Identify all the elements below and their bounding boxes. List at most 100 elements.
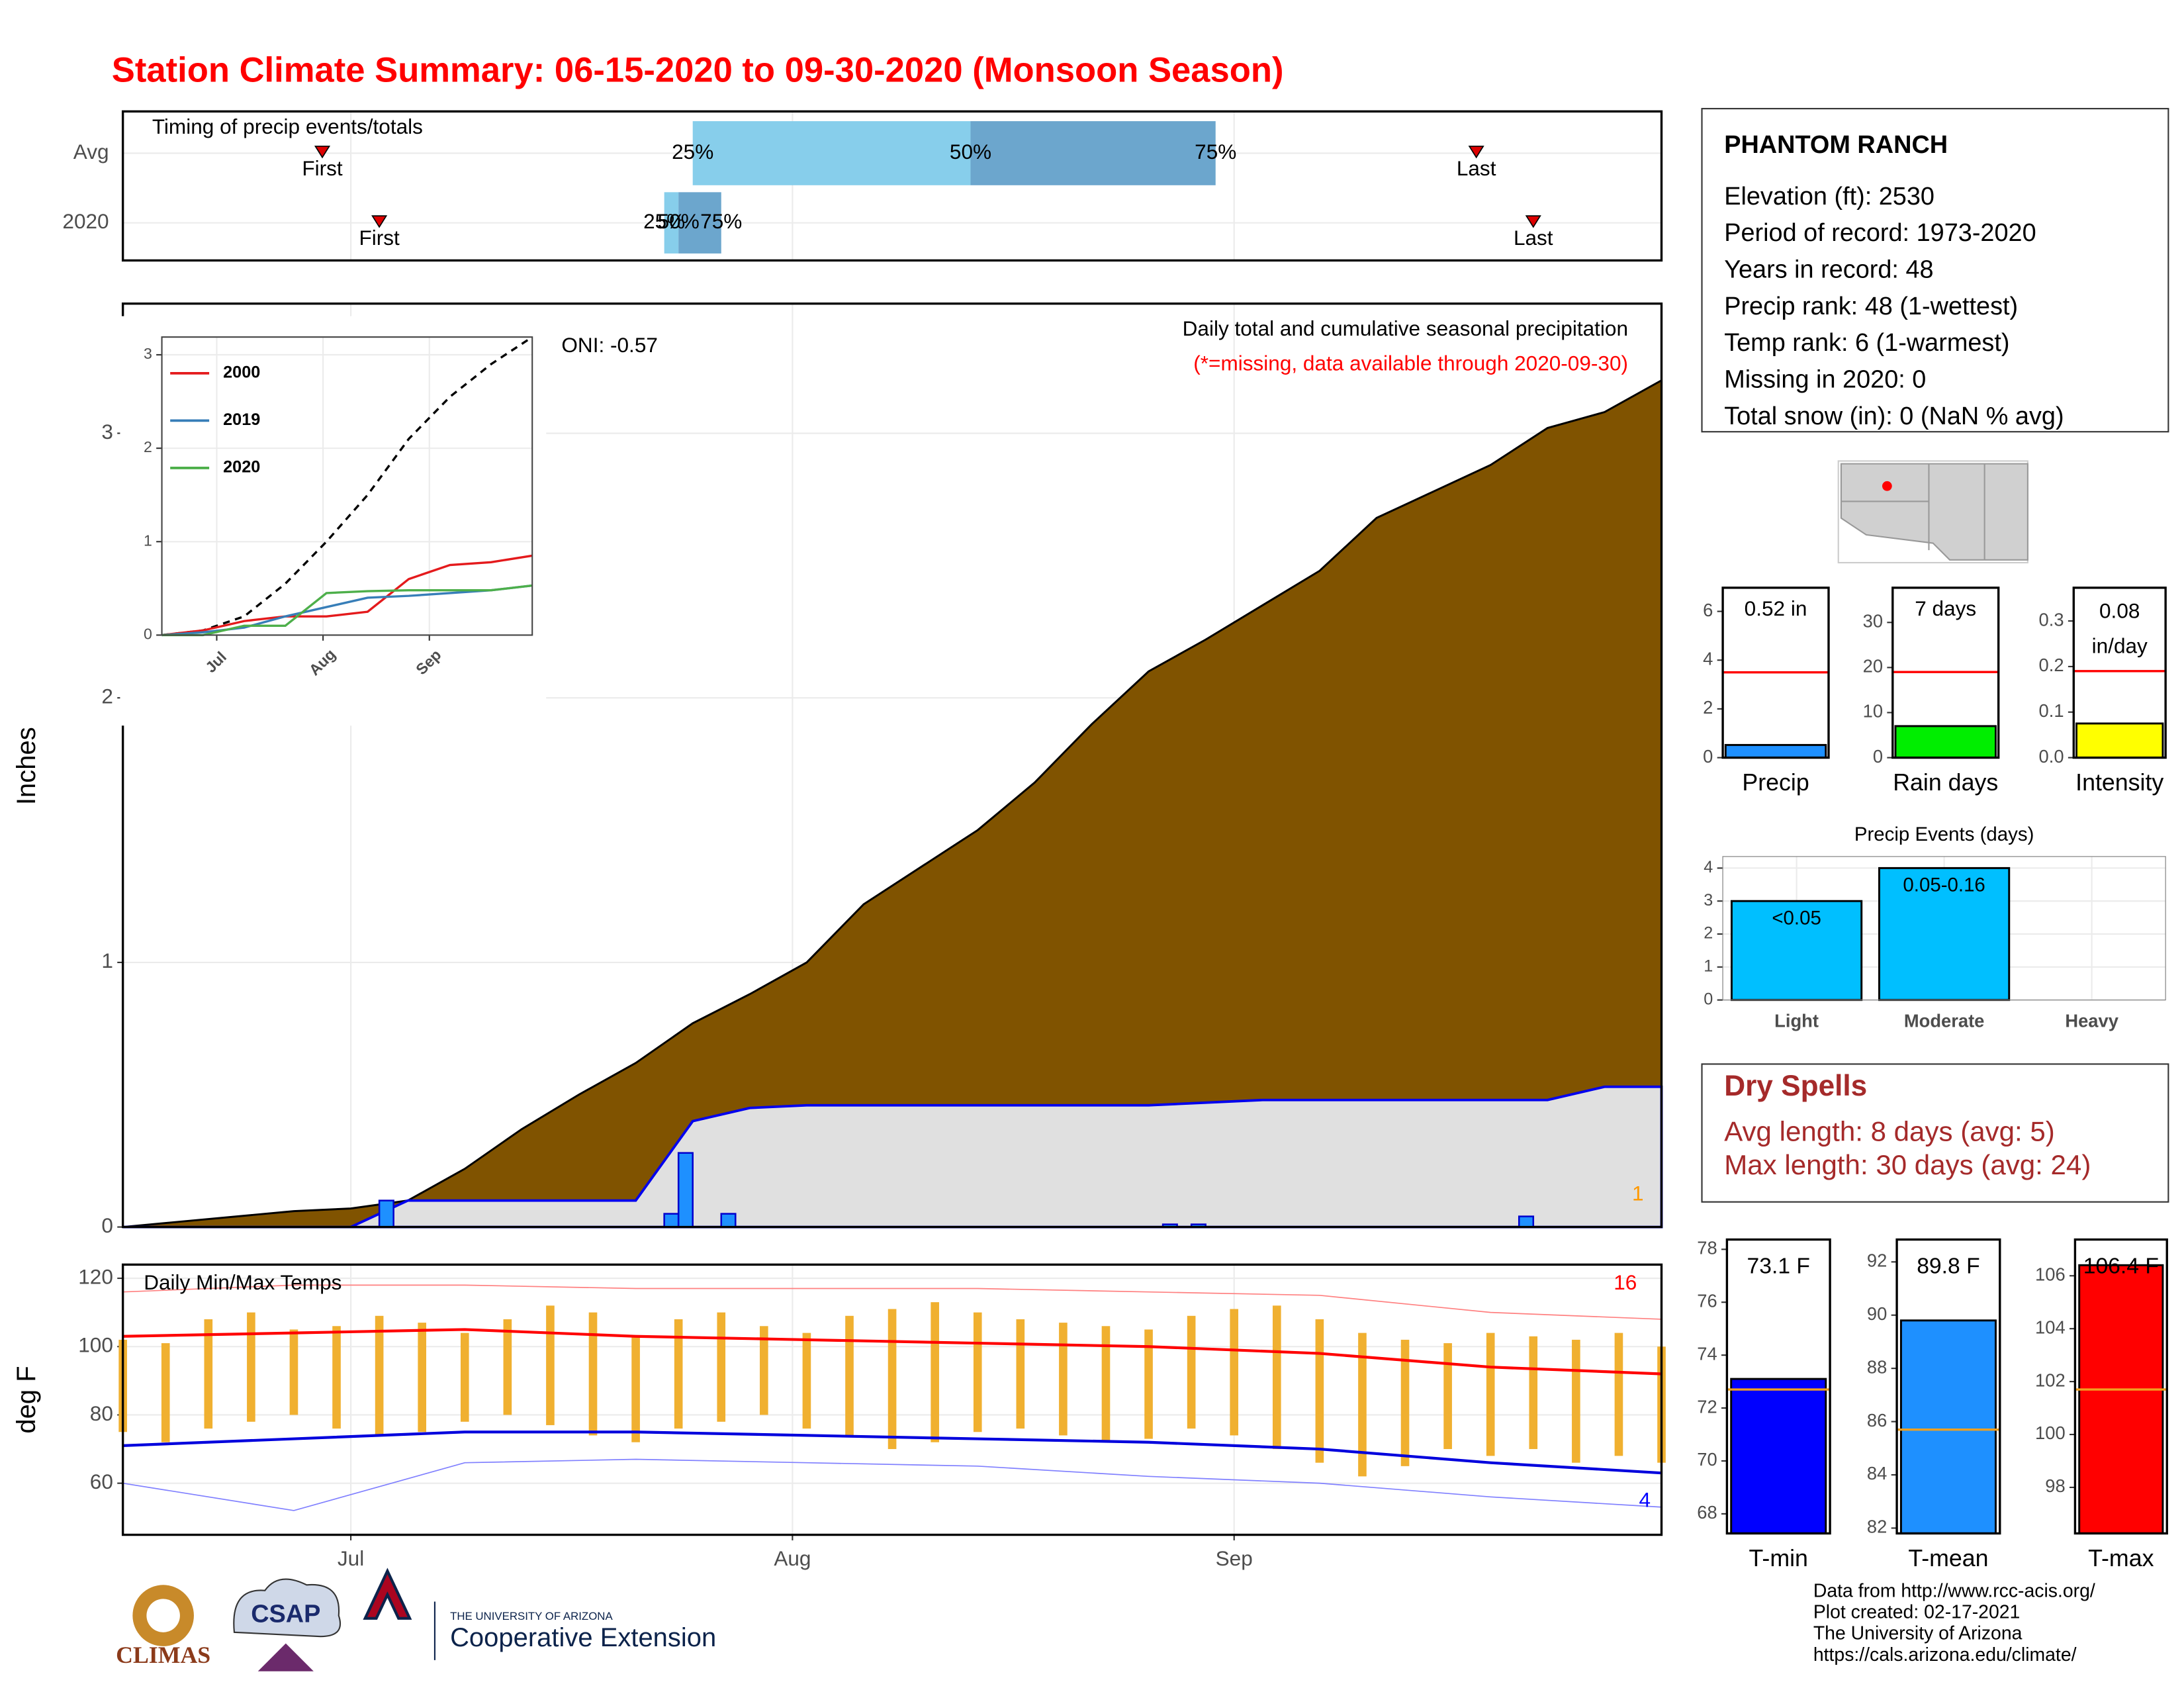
- temp-line: [122, 1328, 1662, 1376]
- y-tick-label: 82: [1867, 1517, 1887, 1537]
- y-tick-label: 30: [1863, 611, 1883, 632]
- y-tick-label: 2: [101, 684, 113, 708]
- category-label: T-min: [1749, 1545, 1808, 1571]
- value-label: 89.8 F: [1917, 1254, 1979, 1278]
- y-tick-label: 0.1: [2039, 700, 2064, 721]
- y-tick-label: 86: [1867, 1410, 1887, 1430]
- daily-temp-bar: [1486, 1333, 1495, 1456]
- footer-line: Plot created: 02-17-2021: [1813, 1602, 2021, 1623]
- event-marker: [1525, 215, 1541, 228]
- map: [1837, 460, 2028, 564]
- category-label: T-mean: [1908, 1545, 1988, 1571]
- temps-title: Daily Min/Max Temps: [144, 1270, 341, 1294]
- y-tick-label: 92: [1867, 1250, 1887, 1271]
- y-tick-label: 80: [90, 1401, 113, 1425]
- y-tick-label: 0: [1703, 746, 1713, 767]
- y-tick-label: 0: [1873, 746, 1883, 767]
- dry-spells-box: [1701, 1063, 2169, 1203]
- daily-temp-bar: [802, 1333, 811, 1429]
- oni: ONI: -0.57: [561, 333, 658, 357]
- category-label: Light: [1774, 1011, 1819, 1031]
- quartile-bar: [664, 192, 679, 254]
- daily-temp-bar: [717, 1312, 726, 1422]
- logos: CLIMAS CSAP THE UNIVERSITY OF ARIZONA Co…: [116, 1568, 716, 1671]
- daily-temp-bar: [931, 1302, 939, 1442]
- y-axis-label: deg F: [12, 1366, 41, 1433]
- y-tick-label: 2: [1704, 924, 1713, 943]
- y-tick-label: 74: [1697, 1343, 1717, 1364]
- event-label: First: [359, 226, 400, 250]
- y-tick-label: 0.0: [2039, 746, 2064, 767]
- daily-temp-bar: [1016, 1319, 1025, 1429]
- y-tick-label: 0.3: [2039, 609, 2064, 630]
- row-label: 2020: [62, 209, 109, 233]
- y-axis-label: Inches: [12, 727, 41, 805]
- daily-temp-bar: [460, 1333, 469, 1422]
- station-name: PHANTOM RANCH: [1724, 131, 1948, 159]
- plot-frame: [2072, 586, 2167, 759]
- daily-temp-bar: [332, 1326, 341, 1429]
- daily-temp-bar: [1443, 1343, 1452, 1450]
- bar: [1731, 900, 1863, 1002]
- plot-frame: [121, 110, 1663, 262]
- y-tick-label: 6: [1703, 600, 1713, 620]
- event-label: Last: [1457, 156, 1496, 180]
- inset-frame: [161, 336, 533, 636]
- map-border: [1841, 463, 1985, 560]
- plot-frame: [2073, 1238, 2168, 1535]
- y-tick-label: 60: [90, 1470, 113, 1493]
- daily-temp-bar: [973, 1312, 982, 1432]
- daily-precip-bar: [1518, 1215, 1535, 1228]
- csap-cloud: [233, 1578, 341, 1638]
- record-count: 16: [1614, 1270, 1637, 1294]
- quartile-label: 50%: [658, 209, 700, 233]
- logo-text: THE UNIVERSITY OF ARIZONA: [450, 1610, 613, 1622]
- page-title: Station Climate Summary: 06-15-2020 to 0…: [112, 50, 1284, 89]
- range-label: <0.05: [1772, 907, 1821, 929]
- logo-text: CSAP: [251, 1601, 320, 1628]
- daily-precip-bar: [663, 1213, 680, 1228]
- quartile-label: 75%: [700, 209, 742, 233]
- plot-frame: [1725, 1238, 1831, 1535]
- record-count: 4: [1639, 1487, 1651, 1511]
- quartile-label: 50%: [950, 140, 991, 164]
- daily-temp-bar: [1230, 1309, 1239, 1436]
- dry-spells-info: Avg length: 8 days (avg: 5): [1724, 1116, 2055, 1147]
- daily-temp-bar: [760, 1326, 768, 1415]
- y-tick-label: 0.2: [2039, 655, 2064, 675]
- y-tick-label: 4: [1704, 858, 1713, 876]
- value-label: 0.08 in/day: [2092, 599, 2148, 658]
- category-label: Moderate: [1904, 1011, 1985, 1031]
- dry-spells-info: Max length: 30 days (avg: 24): [1724, 1149, 2091, 1180]
- event-label: First: [302, 156, 343, 180]
- daily-temp-bar: [503, 1319, 512, 1415]
- events-frame: [1722, 856, 2166, 1001]
- y-tick-label: 0: [144, 626, 152, 643]
- inset-background: [120, 316, 547, 726]
- precip-note: (*=missing, data available through 2020-…: [1193, 352, 1628, 375]
- daily-temp-bar: [247, 1312, 255, 1422]
- bar: [1730, 1378, 1827, 1534]
- precip-title: Daily total and cumulative seasonal prec…: [1183, 316, 1628, 340]
- y-tick-label: 72: [1697, 1396, 1717, 1417]
- value-label: 106.4 F: [2083, 1254, 2159, 1278]
- x-tick-label: Aug: [774, 1546, 811, 1570]
- range-label: 0.05-0.16: [1903, 874, 1985, 896]
- daily-temp-bar: [887, 1309, 897, 1450]
- bar: [2075, 722, 2164, 759]
- daily-temp-bar: [1059, 1323, 1068, 1436]
- station-dot: [1882, 481, 1892, 491]
- footer-line: https://cals.arizona.edu/climate/: [1813, 1644, 2077, 1665]
- csap-mountain: [257, 1643, 314, 1671]
- bar: [1899, 1319, 1997, 1534]
- bar: [1724, 743, 1827, 759]
- quartile-bar: [678, 192, 721, 254]
- footer-line: Data from http://www.rcc-acis.org/: [1813, 1580, 2095, 1601]
- plot-frame: [1891, 586, 2000, 759]
- plot-frame: [121, 1263, 1663, 1536]
- event-label: Last: [1514, 226, 1553, 250]
- y-tick-label: 106: [2035, 1264, 2066, 1284]
- station-info: Years in record: 48: [1724, 256, 1933, 283]
- daily-temp-bar: [1400, 1339, 1410, 1466]
- daily-temp-bar: [1315, 1319, 1324, 1463]
